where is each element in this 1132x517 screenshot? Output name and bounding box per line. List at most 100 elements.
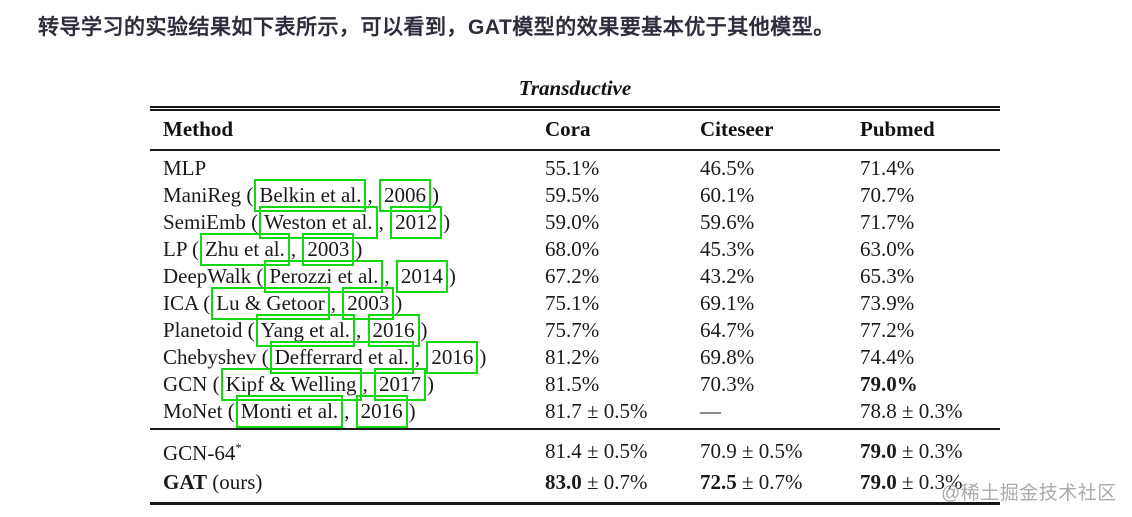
- table-body: MLP 55.1% 46.5% 71.4% ManiReg (Belkin et al.…: [150, 150, 1000, 429]
- table-row: Chebyshev (Defferrard et al., 2016) 81.2%…: [150, 341, 1000, 374]
- citeseer-value-cell: 45.3%: [700, 236, 860, 263]
- table-row: ManiReg (Belkin et al., 2006) 59.5% 60.1% 7…: [150, 179, 1000, 212]
- text-segment: ± 0.3%: [896, 470, 963, 494]
- method-cell: GCN-64*: [150, 429, 545, 468]
- method-cell: LP (Zhu et al., 2003): [150, 233, 545, 266]
- pubmed-value-cell: 63.0%: [860, 236, 1000, 263]
- citation-author-annotation-box: Weston et al.: [259, 206, 378, 239]
- table-row: SemiEmb (Weston et al., 2012) 59.0% 59.6% 7…: [150, 206, 1000, 239]
- citeseer-value-cell: 46.5%: [700, 150, 860, 182]
- citation-year-annotation-box: 2017: [374, 368, 427, 401]
- cora-value-cell: 81.7 ± 0.5%: [545, 398, 700, 429]
- text-segment: 71.4%: [860, 156, 915, 180]
- citation-year-annotation-box: 2003: [302, 233, 355, 266]
- pubmed-value-cell: 79.0 ± 0.3%: [860, 468, 1000, 504]
- citation-author-annotation-box: Monti et al.: [235, 395, 344, 428]
- citation-year-annotation-box: 2016: [367, 314, 420, 347]
- table-row: LP (Zhu et al., 2003) 68.0% 45.3% 63.0%: [150, 233, 1000, 266]
- citeseer-value-cell: 70.9 ± 0.5%: [700, 429, 860, 468]
- citation-author-annotation-box: Kipf & Welling: [220, 368, 362, 401]
- table-row: GCN-64* 81.4 ± 0.5% 70.9 ± 0.5% 79.0 ± 0.3%: [150, 429, 1000, 468]
- method-cell: ManiReg (Belkin et al., 2006): [150, 179, 545, 212]
- text-segment: —: [700, 399, 721, 423]
- table-header: Method Cora Citeseer Pubmed: [150, 109, 1000, 151]
- text-segment: GCN-64: [163, 441, 236, 465]
- text-segment: 74.4%: [860, 345, 915, 369]
- cora-value-cell: 55.1%: [545, 150, 700, 182]
- text-segment: 67.2%: [545, 264, 600, 288]
- cora-value-cell: 67.2%: [545, 263, 700, 290]
- text-segment: 81.2%: [545, 345, 600, 369]
- column-header-method: Method: [163, 117, 233, 141]
- citation-year-annotation-box: 2012: [390, 206, 443, 239]
- citation-author-annotation-box: Lu & Getoor: [211, 287, 330, 320]
- citeseer-value-cell: 64.7%: [700, 317, 860, 344]
- table-row: DeepWalk (Perozzi et al., 2014) 67.2% 43.2…: [150, 260, 1000, 293]
- text-segment: 79.0%: [860, 372, 918, 396]
- text-segment: 79.0: [860, 438, 897, 463]
- citeseer-value-cell: 70.3%: [700, 371, 860, 398]
- text-segment: *: [235, 441, 242, 455]
- text-segment: 46.5%: [700, 156, 755, 180]
- column-header-pubmed: Pubmed: [860, 117, 935, 141]
- cora-value-cell: 68.0%: [545, 236, 700, 263]
- text-segment: 75.7%: [545, 318, 600, 342]
- text-segment: 73.9%: [860, 291, 915, 315]
- table-title: Transductive: [518, 76, 632, 100]
- pubmed-value-cell: 65.3%: [860, 263, 1000, 290]
- caption-text: 转导学习的实验结果如下表所示，可以看到，GAT模型的效果要基本优于其他模型。: [38, 16, 835, 39]
- text-segment: 77.2%: [860, 318, 915, 342]
- pubmed-value-cell: 70.7%: [860, 182, 1000, 209]
- pubmed-value-cell: 74.4%: [860, 344, 1000, 371]
- text-segment: 70.9 ± 0.5%: [700, 438, 803, 463]
- text-segment: 70.7%: [860, 183, 915, 207]
- table-row: GCN (Kipf & Welling, 2017) 81.5% 70.3% 79.0…: [150, 368, 1000, 401]
- pubmed-value-cell: 77.2%: [860, 317, 1000, 344]
- text-segment: 60.1%: [700, 183, 755, 207]
- citeseer-value-cell: 69.1%: [700, 290, 860, 317]
- cora-value-cell: 81.4 ± 0.5%: [545, 429, 700, 468]
- text-segment: (ours): [206, 470, 263, 494]
- citeseer-value-cell: 60.1%: [700, 182, 860, 209]
- citation-author-annotation-box: Belkin et al.: [254, 179, 367, 212]
- cora-value-cell: 81.5%: [545, 371, 700, 398]
- text-segment: ± 0.7%: [736, 470, 803, 494]
- text-segment: 69.8%: [700, 345, 755, 369]
- text-segment: 78.8 ± 0.3%: [860, 399, 963, 423]
- text-segment: 45.3%: [700, 237, 755, 261]
- pubmed-value-cell: 71.7%: [860, 209, 1000, 236]
- citation-year-annotation-box: 2003: [342, 287, 395, 320]
- method-cell: DeepWalk (Perozzi et al., 2014): [150, 260, 545, 293]
- results-table: Method Cora Citeseer Pubmed MLP 55.1% 46.5…: [150, 106, 1000, 505]
- text-segment: 81.7 ± 0.5%: [545, 399, 648, 423]
- text-segment: 59.0%: [545, 210, 600, 234]
- column-header-cora: Cora: [545, 117, 591, 141]
- table-row: ICA (Lu & Getoor, 2003) 75.1% 69.1% 73.9%: [150, 287, 1000, 320]
- column-header-citeseer: Citeseer: [700, 117, 774, 141]
- citation-author-annotation-box: Zhu et al.: [199, 233, 290, 266]
- cora-value-cell: 59.0%: [545, 209, 700, 236]
- text-segment: 79.0: [860, 470, 897, 494]
- pubmed-value-cell: 71.4%: [860, 150, 1000, 182]
- text-segment: 65.3%: [860, 264, 915, 288]
- table-row: MoNet (Monti et al., 2016) 81.7 ± 0.5% — 78…: [150, 395, 1000, 429]
- citeseer-value-cell: 59.6%: [700, 209, 860, 236]
- text-segment: 59.5%: [545, 183, 600, 207]
- cora-value-cell: 75.7%: [545, 317, 700, 344]
- citeseer-value-cell: —: [700, 398, 860, 429]
- table-row: MLP 55.1% 46.5% 71.4%: [150, 150, 1000, 182]
- pubmed-value-cell: 79.0%: [860, 371, 1000, 398]
- method-cell: Planetoid (Yang et al., 2016): [150, 314, 545, 347]
- results-table-figure: Transductive Method Cora Citeseer Pubmed…: [150, 76, 1000, 505]
- text-segment: 59.6%: [700, 210, 755, 234]
- pubmed-value-cell: 73.9%: [860, 290, 1000, 317]
- header-row: Method Cora Citeseer Pubmed: [150, 109, 1000, 151]
- table-row: GAT (ours) 83.0 ± 0.7% 72.5 ± 0.7% 79.0 ± 0…: [150, 468, 1000, 504]
- text-segment: ± 0.7%: [581, 470, 648, 494]
- citation-year-annotation-box: 2006: [378, 179, 431, 212]
- cora-value-cell: 75.1%: [545, 290, 700, 317]
- text-segment: 81.5%: [545, 372, 600, 396]
- text-segment: 64.7%: [700, 318, 755, 342]
- pubmed-value-cell: 79.0 ± 0.3%: [860, 429, 1000, 468]
